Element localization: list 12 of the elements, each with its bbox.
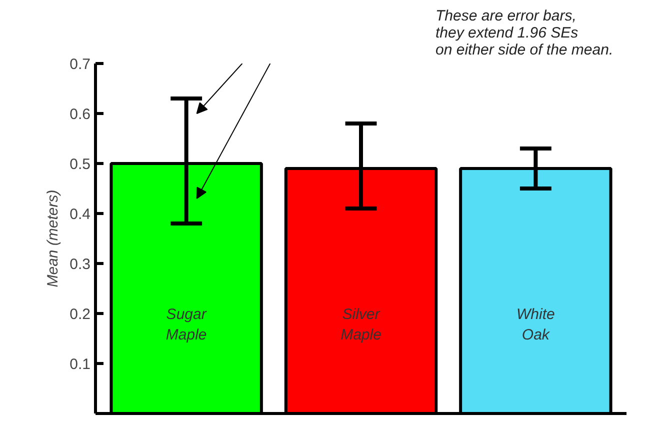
y-tick-label: 0.5	[70, 156, 91, 173]
x-tick-label: White Oak	[516, 306, 555, 344]
x-tick-label: Silver Maple	[340, 306, 382, 344]
y-tick-label: 0.6	[70, 106, 91, 123]
y-tick-label: 0.2	[70, 306, 91, 323]
x-tick-label: Sugar Maple	[166, 306, 208, 344]
y-tick-label: 0.3	[70, 256, 91, 273]
y-tick-label: 0.7	[70, 56, 91, 73]
y-tick-label: 0.4	[70, 206, 91, 223]
y-axis-title: Mean (meters)	[44, 190, 62, 288]
y-tick-label: 0.1	[70, 356, 91, 373]
text: These are error bars, they extend 1.96 SEs on either side of the mean.	[436, 8, 614, 58]
